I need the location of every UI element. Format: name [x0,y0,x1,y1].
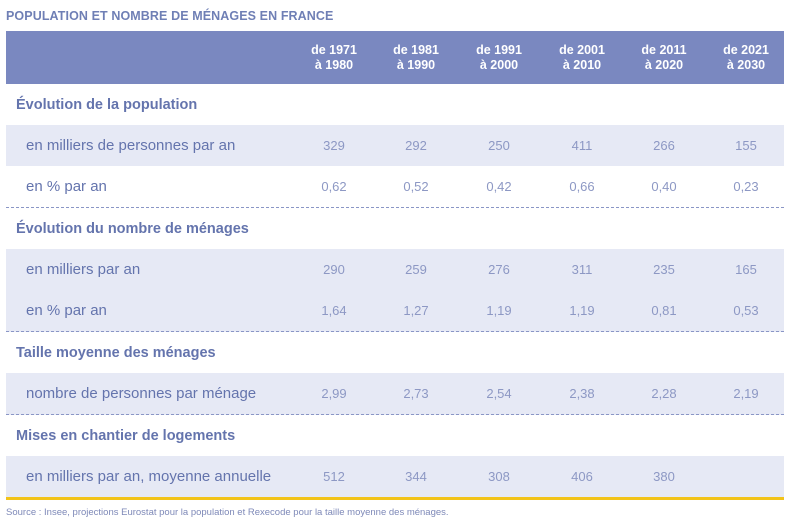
table-cell: 512 [323,469,345,484]
table-cell: 2,19 [733,386,759,401]
source-note: Source : Insee, projections Eurostat pou… [6,507,449,518]
table-row: en milliers de personnes par an 329 292 … [6,125,784,166]
table-cell: 165 [735,262,757,277]
table-cell: 0,52 [403,179,429,194]
table-cell: 1,64 [321,303,347,318]
table-cell: 311 [571,262,593,277]
table-row: nombre de personnes par ménage 2,99 2,73… [6,373,784,415]
table-cell: 0,40 [651,179,677,194]
table-cell: 411 [571,138,593,153]
column-header: de 2011 à 2020 [641,43,687,72]
table-cell: 0,53 [733,303,759,318]
table-cell: 380 [653,469,675,484]
table-cell: 2,99 [321,386,347,401]
table-row: en milliers par an, moyenne annuelle 512… [6,456,784,497]
table-cell: 2,73 [403,386,429,401]
table-cell: 0,81 [651,303,677,318]
table-row: en % par an 0,62 0,52 0,42 0,66 0,40 0,2… [6,166,784,208]
column-header: de 1981 à 1990 [393,43,439,72]
table-cell: 344 [405,469,427,484]
table-cell: 0,23 [733,179,759,194]
table-cell: 0,62 [321,179,347,194]
table-cell: 250 [488,138,510,153]
table-cell: 2,54 [486,386,512,401]
column-header: de 2001 à 2010 [559,43,605,72]
table-header: de 1971 à 1980 de 1981 à 1990 de 1991 à 200… [6,31,784,84]
column-header: de 1991 à 2000 [476,43,522,72]
column-header: de 1971 à 1980 [311,43,357,72]
table-cell: 235 [653,262,675,277]
table-cell: 406 [571,469,593,484]
table-cell: 259 [405,262,427,277]
table-cell: 2,28 [651,386,677,401]
data-table: de 1971 à 1980 de 1981 à 1990 de 1991 à 200… [6,31,784,500]
table-cell: 2,38 [569,386,595,401]
table-cell: 1,19 [569,303,595,318]
table-cell: 266 [653,138,675,153]
table-cell: 155 [735,138,757,153]
table-cell: 292 [405,138,427,153]
table-row: en milliers par an 290 259 276 311 235 1… [6,249,784,290]
table-cell: 276 [488,262,510,277]
table-title: POPULATION ET NOMBRE DE MÉNAGES EN FRANC… [6,9,334,23]
column-header: de 2021 à 2030 [723,43,769,72]
section-heading: Évolution de la population [6,84,784,125]
table-cell: 329 [323,138,345,153]
table-cell: 0,66 [569,179,595,194]
section-heading: Taille moyenne des ménages [6,332,784,373]
table-cell: 1,27 [403,303,429,318]
section-heading: Évolution du nombre de ménages [6,208,784,249]
table-bottom-rule [6,497,784,500]
table-cell: 1,19 [486,303,512,318]
table-cell: 290 [323,262,345,277]
table-cell: 0,42 [486,179,512,194]
table-cell: 308 [488,469,510,484]
section-heading: Mises en chantier de logements [6,415,784,456]
table-row: en % par an 1,64 1,27 1,19 1,19 0,81 0,5… [6,290,784,332]
